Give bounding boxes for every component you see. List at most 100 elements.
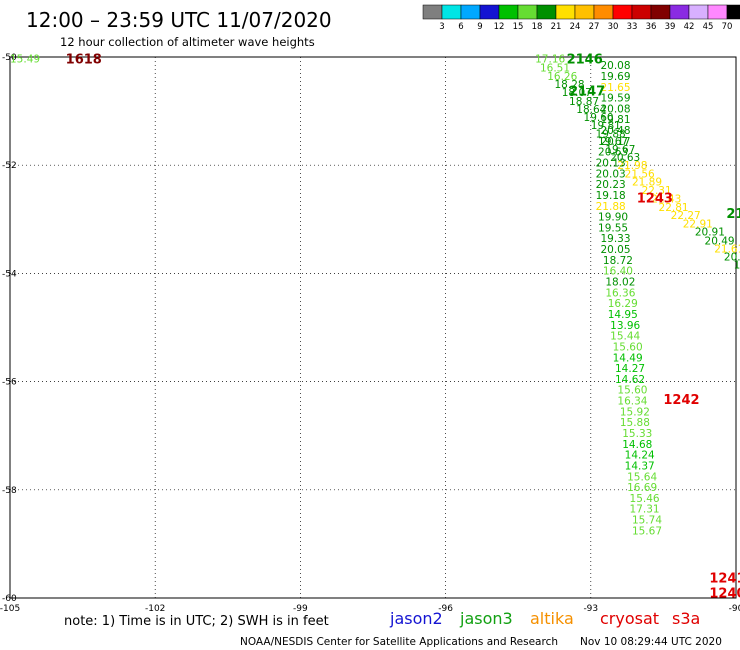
swh-value-label: 17.16 — [535, 54, 565, 66]
pass-time-labels: 1618 2146 2147 1243 2148 1242 12411240 — [66, 53, 740, 602]
swh-value-label: 16.36 — [605, 287, 635, 299]
swh-value-label: 15.64 — [627, 471, 657, 483]
colorbar-label: 6 — [458, 22, 463, 32]
swh-value-label: 22.81 — [659, 202, 689, 214]
colorbar-swatch — [574, 4, 595, 20]
colorbar-swatch — [479, 4, 500, 20]
colorbar-swatch — [498, 4, 519, 20]
swh-value-label: 15.49 — [10, 54, 40, 66]
footnote: note: 1) Time is in UTC; 2) SWH is in fe… — [64, 614, 329, 629]
colorbar-label: 27 — [589, 22, 600, 32]
y-tick-label: -50 — [2, 53, 17, 63]
swh-value-label: 20.17 — [600, 136, 630, 148]
colorbar-swatch — [517, 4, 538, 20]
y-tick-label: -60 — [2, 594, 17, 604]
colorbar-swatch — [669, 4, 690, 20]
swh-value-label: 19.90 — [598, 212, 628, 224]
swh-value-label: 16.40 — [603, 266, 633, 278]
swh-value-label: 21.56 — [625, 168, 655, 180]
swh-value-label: 14.68 — [622, 439, 652, 451]
colorbar-label: 15 — [513, 22, 524, 32]
pass-time-label: 2146 — [567, 53, 603, 68]
colorbar-swatch — [460, 4, 481, 20]
swh-value-label: 22.91 — [683, 219, 713, 231]
colorbar-label: 21 — [551, 22, 562, 32]
x-tick-label: -99 — [293, 604, 308, 614]
swh-value-label: 18.07 — [562, 87, 592, 99]
swh-value-label: 14.37 — [625, 460, 655, 472]
plot-frame — [9, 56, 737, 599]
swh-value-label: 18 — [734, 260, 740, 272]
swh-value-label: 20.08 — [600, 103, 630, 115]
swh-value-label: 20.05 — [600, 244, 630, 256]
colorbar-label: 9 — [477, 22, 482, 32]
colorbar-swatch — [422, 4, 443, 20]
swh-value-label: 20.91 — [695, 227, 725, 239]
satellite-legend-s3a: s3a — [672, 609, 700, 628]
colorbar-label: 42 — [684, 22, 695, 32]
colorbar-label: 24 — [570, 22, 581, 32]
swh-value-label: 19.69 — [600, 71, 630, 83]
swh-value-label: 15.74 — [632, 515, 662, 527]
swh-value-label: 18.64 — [576, 104, 606, 116]
swh-value-label: 15.88 — [620, 417, 650, 429]
swh-value-label: 15.46 — [630, 493, 660, 505]
satellite-legend-jason2: jason2 — [389, 609, 443, 628]
swh-value-label: 22.27 — [671, 210, 701, 222]
swh-value-label: 15.92 — [620, 406, 650, 418]
swh-value-label: 19.18 — [596, 190, 626, 202]
swh-value-label: 14.27 — [615, 363, 645, 375]
y-tick-label: -56 — [2, 378, 17, 388]
colorbar-label: 30 — [608, 22, 619, 32]
swh-value-label: 19.59 — [600, 93, 630, 105]
x-tick-label: -90 — [729, 604, 740, 614]
swh-value-label: 13.96 — [610, 320, 640, 332]
chart-subtitle: 12 hour collection of altimeter wave hei… — [60, 35, 315, 49]
swh-value-label: 19.60 — [584, 112, 614, 124]
colorbar-label: 18 — [532, 22, 543, 32]
colorbar-swatch — [726, 4, 740, 20]
pass-time-label: 1240 — [709, 587, 740, 602]
x-tick-label: -96 — [438, 604, 453, 614]
swh-value-label: 21.89 — [632, 176, 662, 188]
pass-time-label: 2148 — [726, 207, 740, 222]
swh-value-label: 19.67 — [605, 144, 635, 156]
pass-time-label: 1618 — [66, 53, 102, 68]
swh-value-label: 20.03 — [596, 168, 626, 180]
swh-value-label: 16.29 — [608, 298, 638, 310]
colorbar-swatch — [631, 4, 652, 20]
swh-value-label: 22.31 — [642, 185, 672, 197]
swh-value-label: 20.48 — [600, 125, 630, 137]
swh-value-label: 20.00 — [724, 252, 740, 264]
swh-value-label: 21.88 — [596, 201, 626, 213]
colorbar-swatch — [612, 4, 633, 20]
grid-lines — [9, 56, 737, 599]
swh-value-label: 15.60 — [613, 341, 643, 353]
swh-data-points: 15.49 17.1616.5116.2618.2818.0718.8718.64… — [10, 54, 740, 538]
swh-value-label: 18.28 — [555, 79, 585, 91]
chart-title: 12:00 – 23:59 UTC 11/07/2020 — [26, 8, 332, 32]
colorbar-swatch — [593, 4, 614, 20]
colorbar-swatch — [441, 4, 462, 20]
colorbar-label: 70 — [722, 22, 733, 32]
swh-value-label: 14.95 — [608, 309, 638, 321]
swh-value-label: 18.02 — [605, 277, 635, 289]
swh-value-label: 20.13 — [596, 157, 626, 169]
swh-value-label: 20.23 — [596, 179, 626, 191]
colorbar-swatch — [650, 4, 671, 20]
satellite-legend-altika: altika — [530, 609, 574, 628]
swh-value-label: 19.55 — [598, 222, 628, 234]
y-tick-label: -52 — [2, 161, 17, 171]
colorbar-swatch — [555, 4, 576, 20]
swh-value-label: 17.31 — [630, 504, 660, 516]
colorbar-label: 3 — [439, 22, 444, 32]
swh-value-label: 21.43 — [651, 194, 681, 206]
swh-value-label: 15.33 — [622, 428, 652, 440]
satellite-legend: jason2 jason3 altika cryosat s3a — [389, 609, 700, 628]
y-tick-label: -54 — [2, 269, 17, 279]
colorbar-label: 12 — [494, 22, 505, 32]
pass-time-label: 1243 — [637, 192, 673, 207]
colorbar-label: 36 — [646, 22, 657, 32]
x-tick-label: -105 — [0, 604, 20, 614]
